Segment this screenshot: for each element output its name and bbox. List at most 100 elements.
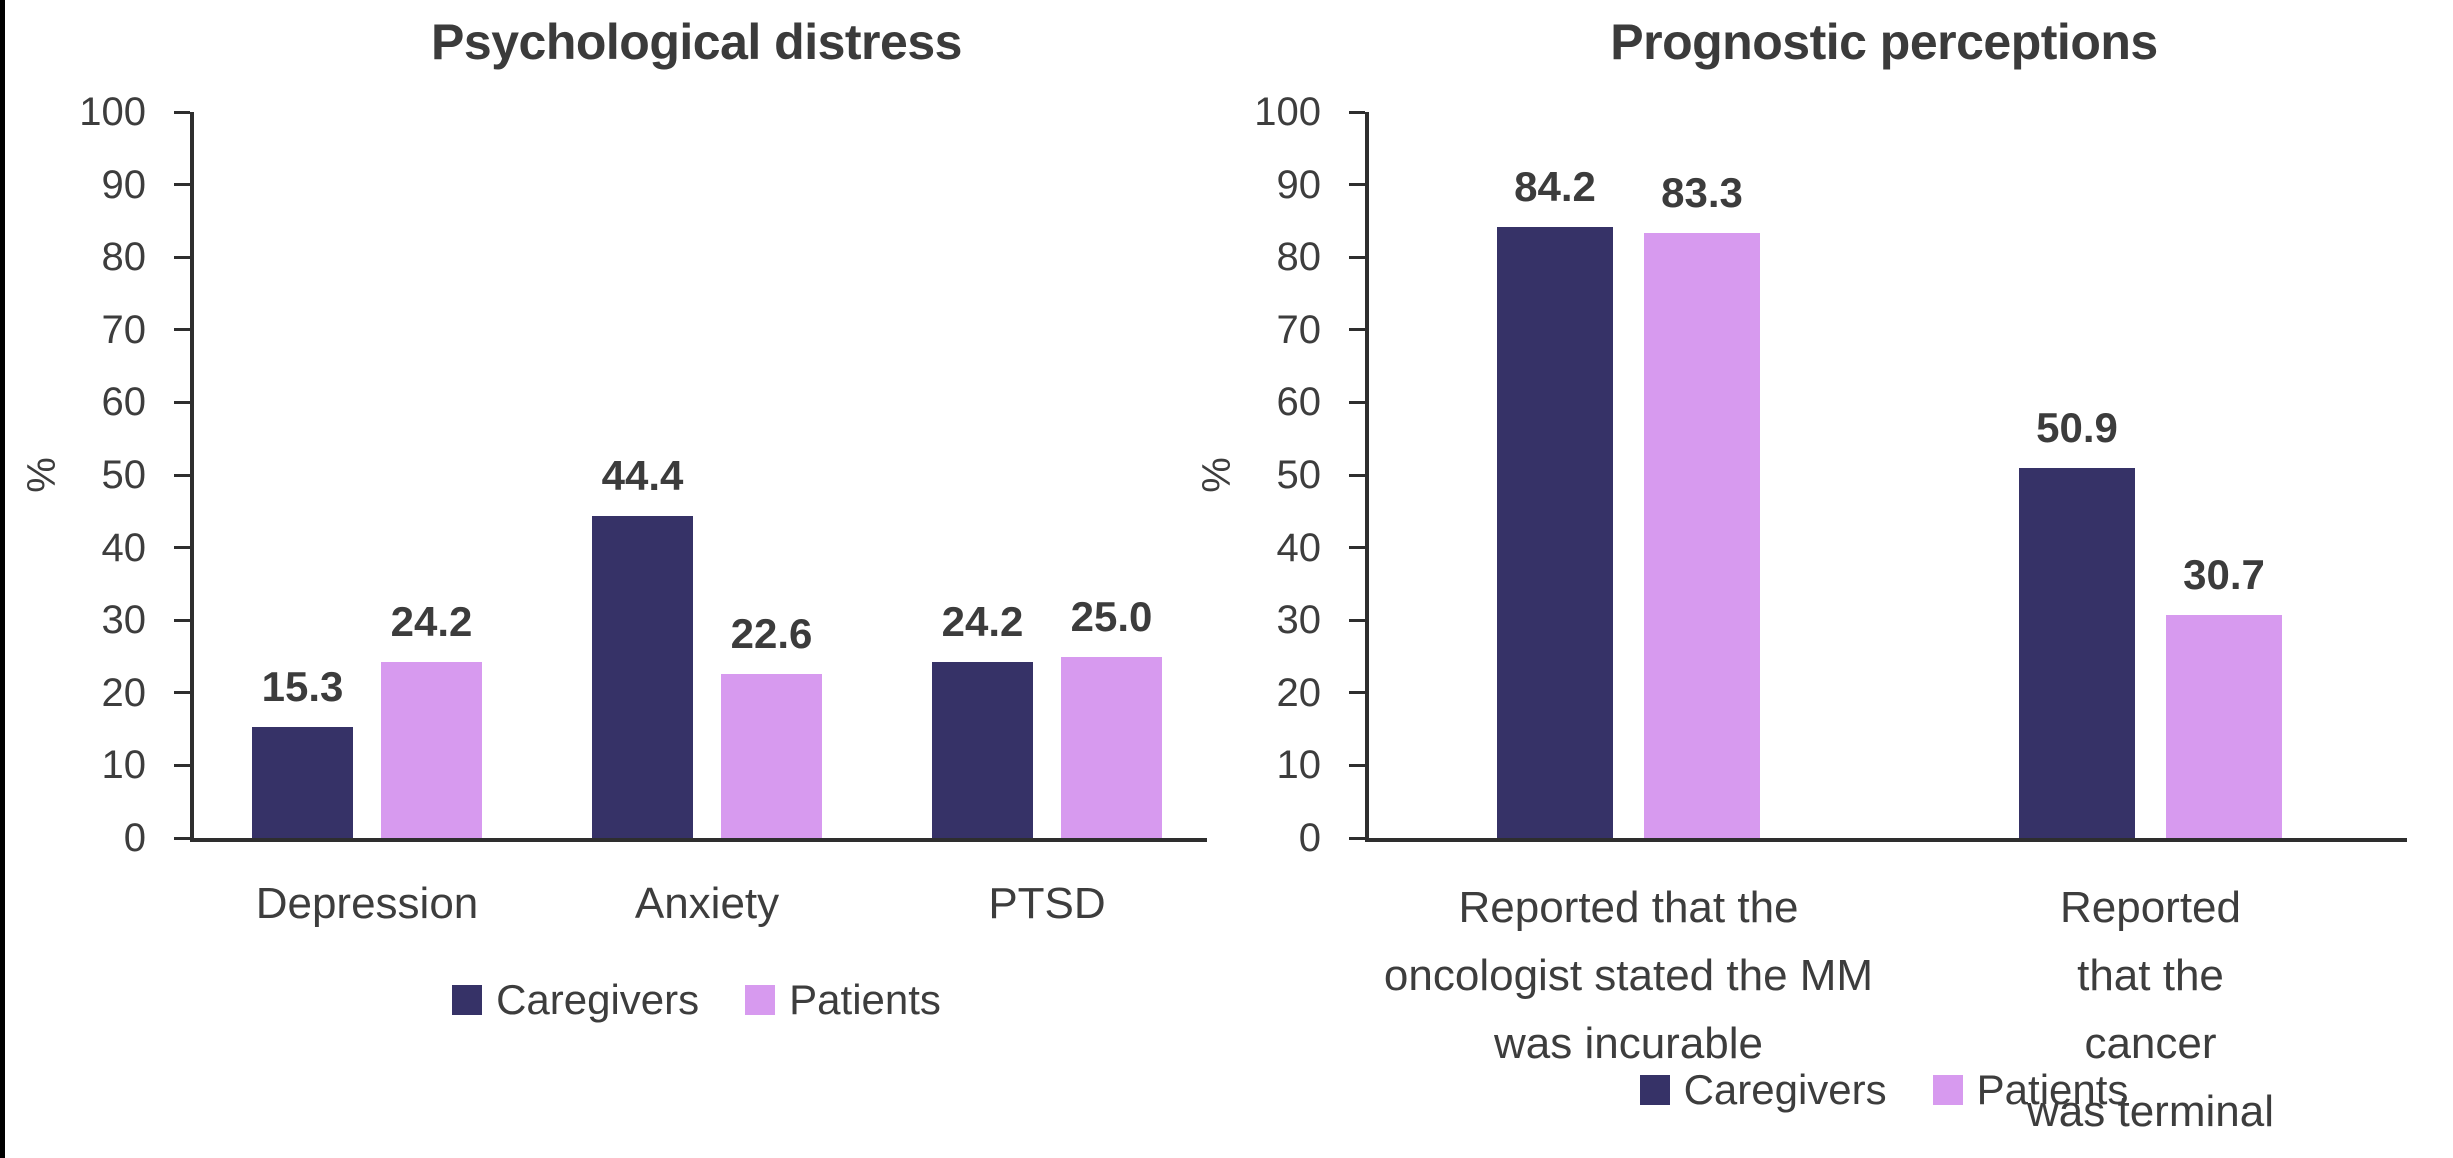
bar-value-label: 22.6	[730, 609, 813, 657]
y-tick-label: 60	[101, 380, 147, 425]
y-tick-label: 70	[1276, 307, 1322, 352]
y-tick-mark	[174, 328, 190, 332]
x-category-label: Anxiety	[634, 879, 780, 928]
y-tick-mark	[174, 400, 190, 404]
y-tick-mark	[1349, 691, 1365, 695]
y-tick-label: 50	[101, 453, 147, 497]
chart-title: Psychological distress	[431, 14, 962, 70]
y-tick-mark	[174, 110, 190, 114]
bar-caregivers	[252, 726, 353, 838]
bar-caregivers	[2019, 468, 2135, 838]
y-tick-label: 50	[1276, 453, 1322, 497]
y-tick-label: 10	[101, 743, 147, 788]
y-tick-label: 40	[101, 525, 147, 570]
bar-group: 50.9 30.7	[2019, 406, 2282, 838]
y-tick-mark	[1349, 618, 1365, 622]
bar-with-label: 30.7	[2166, 553, 2282, 838]
bar-group: 24.2 25.0	[932, 592, 1162, 838]
legend: Caregivers Patients	[1365, 1068, 2403, 1112]
y-tick-label: 100	[79, 90, 146, 134]
y-tick-label: 80	[1276, 235, 1322, 280]
bar-with-label: 24.2	[932, 600, 1033, 838]
x-category-label: PTSD	[988, 879, 1106, 928]
y-tick-label: 20	[101, 670, 147, 715]
bar-value-label: 15.3	[261, 662, 344, 710]
bar-patients	[1644, 233, 1760, 838]
y-tick-label: 10	[1276, 743, 1322, 788]
y-tick-mark	[1349, 400, 1365, 404]
y-tick-mark	[1349, 183, 1365, 187]
bar-group: 15.3 24.2	[252, 600, 482, 838]
chart-title: Prognostic perceptions	[1610, 14, 2158, 70]
plot-area: % 15.3 24.2 44.4 22.6 24.2 25.0 0 10 20 30 40 50 60…	[20, 90, 1207, 928]
y-tick-label: 100	[1254, 90, 1321, 134]
bar-value-label: 84.2	[1514, 162, 1596, 210]
y-tick-mark	[1349, 110, 1365, 114]
y-tick-label: 60	[1276, 380, 1322, 425]
bar-caregivers	[1497, 226, 1613, 838]
chart-psychological-distress: Psychological distress % 15.3 24.2 44.4 22.…	[20, 14, 1207, 1022]
y-tick-mark	[1349, 763, 1365, 767]
y-tick-label: 70	[101, 307, 147, 352]
bar-value-label: 30.7	[2183, 551, 2265, 599]
bar-group: 44.4 22.6	[592, 451, 822, 838]
bar-with-label: 50.9	[2019, 406, 2135, 838]
legend-label: Patients	[789, 976, 941, 1023]
legend-item-patients: Patients	[745, 978, 941, 1022]
legend-label: Patients	[1976, 1066, 2129, 1113]
y-tick-label: 90	[101, 162, 147, 207]
bar-with-label: 25.0	[1061, 592, 1162, 838]
y-tick-label: 0	[123, 816, 146, 860]
legend-item-patients: Patients	[1932, 1066, 2129, 1113]
y-tick-mark	[174, 546, 190, 550]
legend-item-caregivers: Caregivers	[1639, 1066, 1887, 1113]
legend: Caregivers Patients	[190, 978, 1203, 1022]
bar-value-label: 24.2	[390, 598, 473, 646]
bar-with-label: 15.3	[252, 662, 353, 838]
y-tick-mark	[1349, 546, 1365, 550]
x-category-label: Depression	[255, 879, 479, 928]
bar-with-label: 24.2	[381, 600, 482, 838]
y-tick-mark	[1349, 328, 1365, 332]
legend-swatch-caregivers	[452, 985, 483, 1015]
y-tick-label: 40	[1276, 525, 1322, 570]
y-tick-mark	[1349, 836, 1365, 840]
legend-label: Caregivers	[1683, 1066, 1887, 1113]
y-tick-mark	[174, 618, 190, 622]
figure-left-border	[0, 0, 5, 1158]
legend-swatch-patients	[745, 985, 776, 1015]
y-tick-label: 20	[1276, 670, 1322, 715]
bar-value-label: 44.4	[601, 451, 684, 499]
chart-prognostic-perceptions: Prognostic perceptions % 84.2 83.3 50.9 30.…	[1175, 0, 2453, 1158]
bar-value-label: 50.9	[2036, 404, 2118, 452]
bar-value-label: 83.3	[1661, 169, 1743, 217]
bar-group: 84.2 83.3	[1497, 162, 1760, 838]
y-tick-label: 30	[1276, 598, 1322, 643]
legend-swatch-patients	[1932, 1075, 1963, 1105]
bar-patients	[381, 662, 482, 838]
bar-patients	[1061, 656, 1162, 838]
bar-with-label: 83.3	[1644, 171, 1760, 838]
x-category-label: Reported that the cancer was terminal	[2027, 883, 2274, 1136]
y-tick-mark	[174, 473, 190, 477]
y-tick-label: 90	[1276, 162, 1322, 207]
y-tick-mark	[174, 255, 190, 259]
bar-with-label: 84.2	[1497, 162, 1613, 838]
bar-patients	[721, 673, 822, 838]
x-category-label: Reported that the oncologist stated the …	[1383, 883, 1874, 1068]
y-tick-mark	[174, 836, 190, 840]
bar-caregivers	[592, 515, 693, 838]
bar-value-label: 24.2	[941, 598, 1024, 646]
y-tick-label: 80	[101, 235, 147, 280]
bar-with-label: 44.4	[592, 451, 693, 838]
bar-patients	[2166, 615, 2282, 838]
legend-swatch-caregivers	[1639, 1075, 1670, 1105]
y-tick-mark	[174, 183, 190, 187]
plot-area: % 84.2 83.3 50.9 30.7 0 10 20 30 40 50 60 70 80 90 10…	[1195, 90, 2407, 1136]
bar-value-label: 25.0	[1070, 592, 1153, 640]
y-tick-mark	[174, 691, 190, 695]
y-tick-label: 30	[101, 598, 147, 643]
legend-item-caregivers: Caregivers	[452, 978, 699, 1022]
bars-container: 84.2 83.3 50.9 30.7	[1369, 112, 2407, 838]
